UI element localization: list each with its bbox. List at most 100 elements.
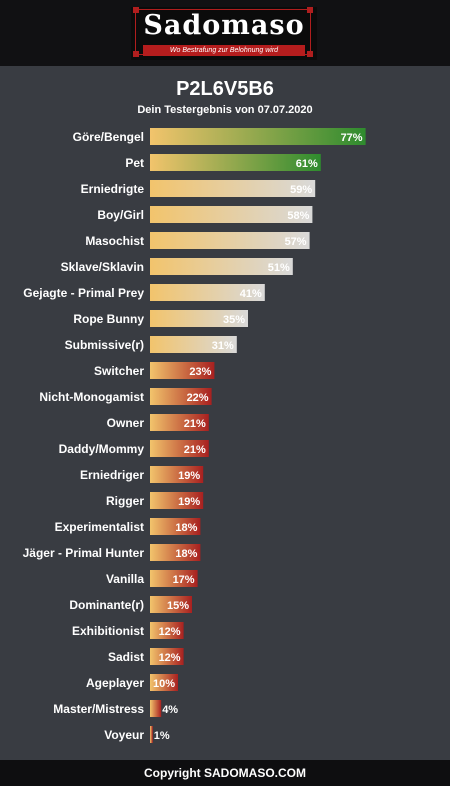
- bar-value-label: 12%: [159, 626, 181, 638]
- bar-row: Experimentalist 18%: [55, 518, 201, 535]
- category-label: Switcher: [94, 364, 144, 378]
- category-label: Pet: [125, 156, 144, 170]
- category-label: Boy/Girl: [97, 208, 144, 222]
- bar-value-label: 51%: [268, 262, 290, 274]
- category-label: Exhibitionist: [72, 624, 144, 638]
- bar-row: Switcher 23%: [94, 362, 215, 379]
- category-label: Masochist: [85, 234, 144, 248]
- bar-value-label: 19%: [178, 496, 200, 508]
- category-label: Master/Mistress: [53, 702, 144, 716]
- logo-text: Sadomaso: [143, 10, 305, 41]
- bar-value-label: 23%: [189, 366, 211, 378]
- bar: [150, 258, 293, 275]
- category-label: Submissive(r): [65, 338, 144, 352]
- category-label: Erniedriger: [80, 468, 144, 482]
- category-label: Vanilla: [106, 572, 144, 586]
- bar: [150, 336, 237, 353]
- bar-row: Jäger - Primal Hunter 18%: [23, 544, 201, 561]
- bar-row: Rope Bunny 35%: [73, 310, 248, 327]
- bar: [150, 206, 313, 223]
- category-label: Daddy/Mommy: [59, 442, 145, 456]
- category-label: Experimentalist: [55, 520, 144, 534]
- bar: [150, 596, 192, 613]
- bar-row: Voyeur 1%: [104, 726, 170, 743]
- bar-value-label: 18%: [175, 548, 197, 560]
- logo-corner: [307, 7, 313, 13]
- bar: [150, 648, 184, 665]
- bar: [150, 388, 212, 405]
- bar-value-label: 22%: [187, 392, 209, 404]
- bar-value-label: 4%: [162, 704, 178, 716]
- logo-corner: [307, 51, 313, 57]
- results-bar-chart: Göre/Bengel 77% Pet 61% Erniedrigte 59% Boy/Gi…: [23, 128, 366, 743]
- bar-value-label: 61%: [296, 158, 318, 170]
- bar-row: Nicht-Monogamist 22%: [39, 388, 212, 405]
- bar: [150, 284, 265, 301]
- bar: [150, 570, 198, 587]
- bar: [150, 310, 248, 327]
- bar: [150, 622, 184, 639]
- category-label: Owner: [107, 416, 145, 430]
- category-label: Erniedrigte: [81, 182, 145, 196]
- bar-value-label: 58%: [287, 210, 309, 222]
- result-subtitle: Dein Testergebnis von 07.07.2020: [137, 104, 313, 116]
- bar: [150, 518, 201, 535]
- bar: [150, 700, 162, 717]
- bar: [150, 232, 310, 249]
- logo-tagline: Wo Bestrafung zur Belohnung wird: [143, 45, 305, 56]
- category-label: Rope Bunny: [73, 312, 144, 326]
- category-label: Rigger: [106, 494, 144, 508]
- bar-row: Boy/Girl 58%: [97, 206, 313, 223]
- bar-row: Göre/Bengel 77%: [73, 128, 366, 145]
- bar-row: Dominante(r) 15%: [69, 596, 192, 613]
- bar: [150, 466, 204, 483]
- category-label: Sadist: [108, 650, 144, 664]
- bar: [150, 544, 201, 561]
- bar-value-label: 15%: [167, 600, 189, 612]
- bar-row: Vanilla 17%: [106, 570, 198, 587]
- bar: [150, 726, 153, 743]
- bar-value-label: 77%: [341, 132, 363, 144]
- bar-value-label: 35%: [223, 314, 245, 326]
- bar-row: Master/Mistress 4%: [53, 700, 178, 717]
- bar-row: Erniedrigte 59%: [81, 180, 316, 197]
- bar: [150, 492, 204, 509]
- logo-corner: [133, 7, 139, 13]
- bar-value-label: 17%: [173, 574, 195, 586]
- bar-value-label: 12%: [159, 652, 181, 664]
- bar-row: Masochist 57%: [85, 232, 310, 249]
- bar-row: Submissive(r) 31%: [65, 336, 237, 353]
- category-label: Nicht-Monogamist: [39, 390, 144, 404]
- bar: [150, 154, 321, 171]
- result-title: P2L6V5B6: [176, 78, 274, 100]
- bar-row: Rigger 19%: [106, 492, 204, 509]
- bar: [150, 414, 209, 431]
- bar-value-label: 21%: [184, 418, 206, 430]
- category-label: Ageplayer: [86, 676, 144, 690]
- bar-row: Pet 61%: [125, 154, 321, 171]
- logo-corner: [133, 51, 139, 57]
- category-label: Dominante(r): [69, 598, 144, 612]
- category-label: Voyeur: [104, 728, 144, 742]
- bar-row: Sadist 12%: [108, 648, 184, 665]
- site-header: Sadomaso Wo Bestrafung zur Belohnung wir…: [0, 0, 450, 66]
- bar: [150, 440, 209, 457]
- bar-row: Daddy/Mommy 21%: [59, 440, 209, 457]
- bar-row: Ageplayer 10%: [86, 674, 178, 691]
- footer-copyright: Copyright SADOMASO.COM: [0, 760, 450, 786]
- bar-value-label: 59%: [290, 184, 312, 196]
- bar: [150, 180, 316, 197]
- bar-row: Erniedriger 19%: [80, 466, 204, 483]
- bar-row: Exhibitionist 12%: [72, 622, 184, 639]
- category-label: Sklave/Sklavin: [61, 260, 144, 274]
- bar-value-label: 21%: [184, 444, 206, 456]
- bar: [150, 128, 366, 145]
- bar: [150, 674, 178, 691]
- bar-row: Owner 21%: [107, 414, 209, 431]
- category-label: Gejagte - Primal Prey: [23, 286, 144, 300]
- site-logo[interactable]: Sadomaso Wo Bestrafung zur Belohnung wir…: [131, 7, 317, 60]
- bar-value-label: 10%: [153, 678, 175, 690]
- bar-value-label: 31%: [212, 340, 234, 352]
- bar-row: Sklave/Sklavin 51%: [61, 258, 293, 275]
- category-label: Jäger - Primal Hunter: [23, 546, 145, 560]
